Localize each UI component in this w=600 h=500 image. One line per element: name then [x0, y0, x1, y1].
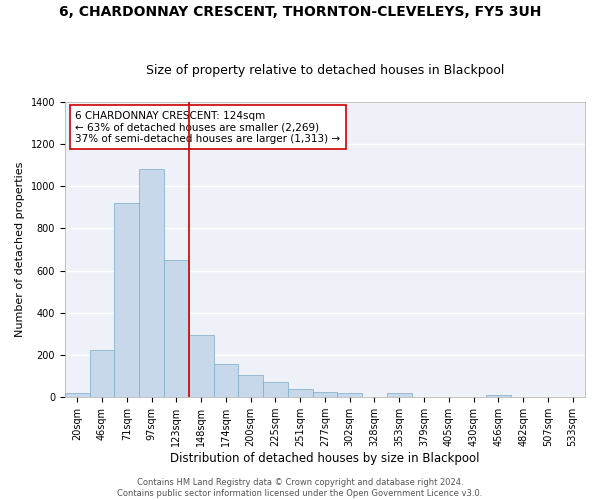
X-axis label: Distribution of detached houses by size in Blackpool: Distribution of detached houses by size …: [170, 452, 480, 465]
Bar: [164, 260, 189, 397]
Bar: [214, 364, 238, 397]
Text: Contains HM Land Registry data © Crown copyright and database right 2024.
Contai: Contains HM Land Registry data © Crown c…: [118, 478, 482, 498]
Bar: [189, 335, 214, 397]
Bar: [238, 374, 263, 397]
Text: 6 CHARDONNAY CRESCENT: 124sqm
← 63% of detached houses are smaller (2,269)
37% o: 6 CHARDONNAY CRESCENT: 124sqm ← 63% of d…: [76, 110, 340, 144]
Bar: [313, 392, 337, 397]
Y-axis label: Number of detached properties: Number of detached properties: [15, 162, 25, 337]
Bar: [337, 392, 362, 397]
Bar: [115, 204, 139, 397]
Title: Size of property relative to detached houses in Blackpool: Size of property relative to detached ho…: [146, 64, 504, 77]
Bar: [65, 394, 89, 397]
Bar: [486, 395, 511, 397]
Bar: [89, 350, 115, 397]
Text: 6, CHARDONNAY CRESCENT, THORNTON-CLEVELEYS, FY5 3UH: 6, CHARDONNAY CRESCENT, THORNTON-CLEVELE…: [59, 5, 541, 19]
Bar: [139, 170, 164, 397]
Bar: [263, 382, 288, 397]
Bar: [387, 394, 412, 397]
Bar: [288, 389, 313, 397]
